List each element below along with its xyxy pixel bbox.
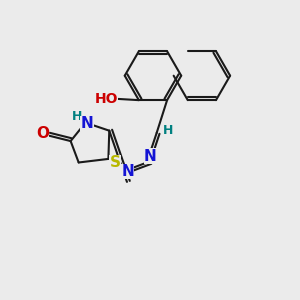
Text: HO: HO [94, 92, 118, 106]
Text: H: H [163, 124, 173, 137]
Text: N: N [81, 116, 93, 131]
Text: S: S [110, 155, 120, 170]
Text: H: H [71, 110, 82, 123]
Text: N: N [144, 148, 157, 164]
Text: N: N [122, 164, 134, 179]
Text: O: O [36, 126, 49, 141]
